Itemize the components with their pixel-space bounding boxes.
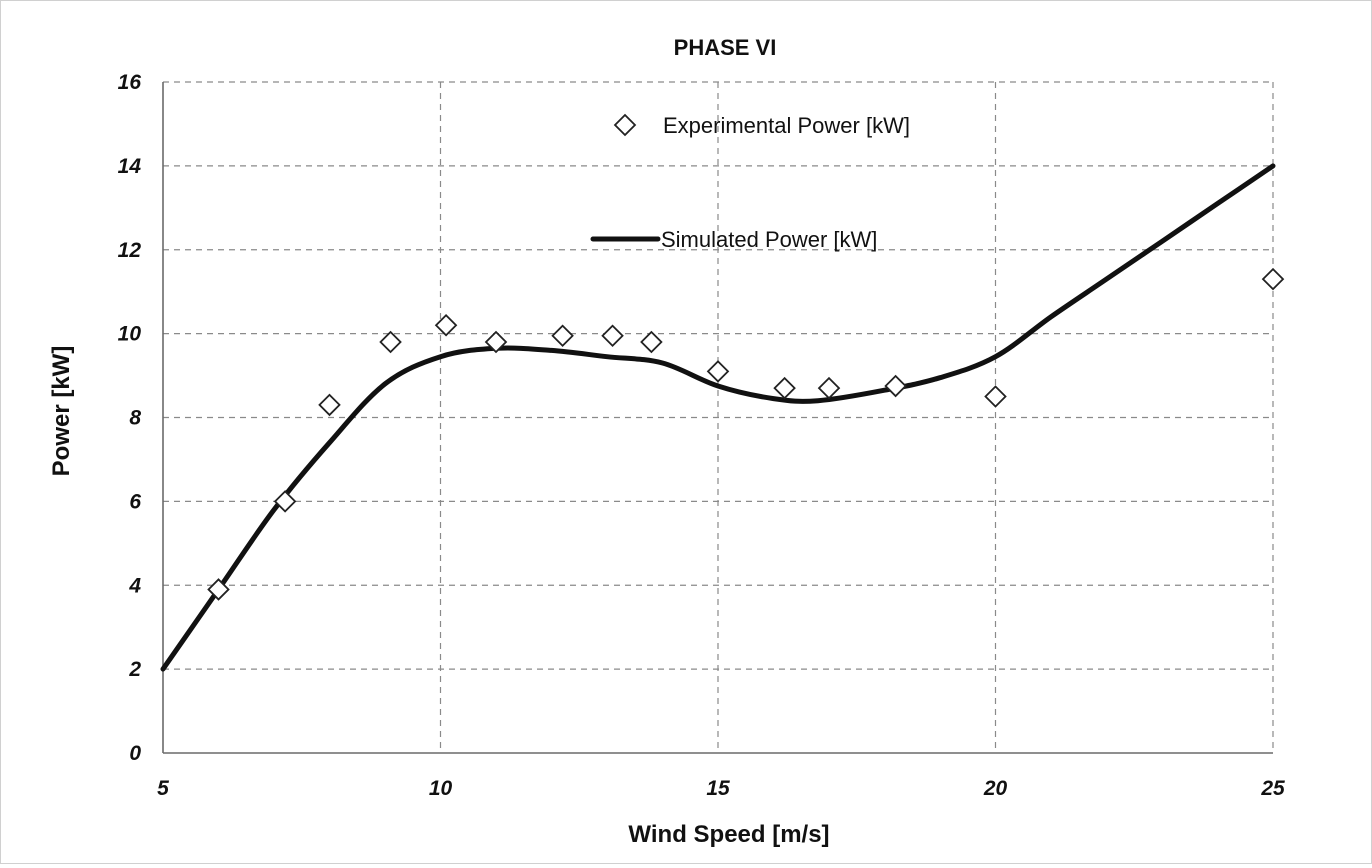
x-tick-label-10: 10 — [429, 777, 453, 800]
y-tick-label-10: 10 — [118, 323, 142, 346]
experimental-point-13 — [984, 385, 1007, 408]
legend: Experimental Power [kW] Simulated Power … — [590, 113, 910, 252]
experimental-point-3 — [379, 330, 402, 354]
chart-title: PHASE VI — [674, 35, 777, 60]
grid-lines — [163, 81, 1274, 753]
experimental-point-1 — [273, 490, 297, 513]
legend-simulated-label: Simulated Power [kW] — [661, 227, 877, 252]
x-tick-label-25: 25 — [1260, 777, 1285, 800]
experimental-point-11 — [817, 376, 841, 400]
y-axis-label: Power [kW] — [48, 346, 75, 477]
y-tick-label-8: 8 — [129, 407, 141, 430]
experimental-point-0 — [207, 578, 230, 601]
y-tick-label-2: 2 — [128, 658, 141, 681]
experimental-point-5 — [484, 330, 508, 354]
experimental-point-12 — [884, 374, 907, 398]
experimental-point-9 — [706, 360, 730, 383]
series-layer — [160, 163, 1285, 672]
legend-diamond-marker — [613, 113, 637, 137]
y-tick-label-16: 16 — [118, 71, 142, 94]
tick-labels: 0 2 4 6 8 10 12 14 16 5 10 15 20 25 — [118, 71, 1285, 800]
y-tick-label-12: 12 — [118, 239, 142, 262]
legend-experimental-label: Experimental Power [kW] — [663, 113, 910, 138]
axes — [162, 82, 1273, 754]
y-tick-label-14: 14 — [118, 155, 142, 178]
experimental-point-2 — [318, 393, 341, 417]
experimental-point-8 — [640, 330, 663, 354]
y-tick-label-4: 4 — [128, 574, 141, 597]
experimental-point-7 — [601, 324, 624, 347]
experimental-point-6 — [551, 324, 574, 347]
experimental-point-10 — [773, 376, 796, 400]
experimental-point-14 — [1261, 267, 1285, 291]
y-tick-label-6: 6 — [129, 490, 141, 513]
x-tick-label-20: 20 — [983, 777, 1008, 800]
experimental-point-4 — [434, 313, 458, 337]
x-axis-label: Wind Speed [m/s] — [628, 821, 829, 848]
simulated-power-line — [160, 163, 1276, 672]
y-tick-label-0: 0 — [129, 742, 141, 765]
x-tick-label-5: 5 — [157, 777, 169, 800]
x-tick-label-15: 15 — [706, 777, 730, 800]
